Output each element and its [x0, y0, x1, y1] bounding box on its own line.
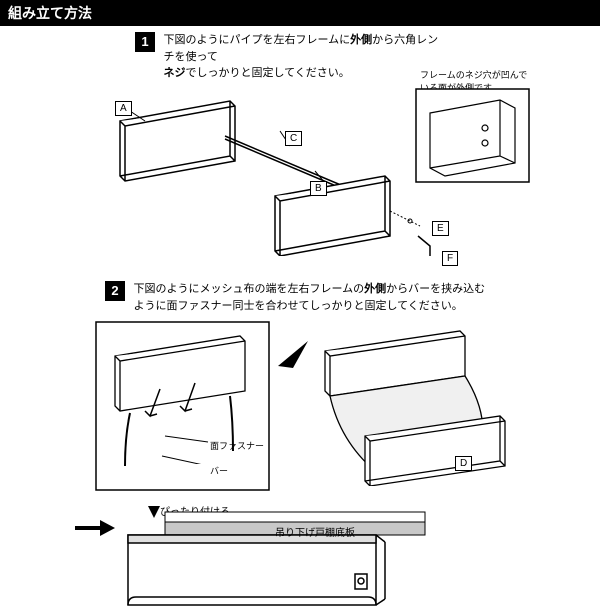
label-a: A	[115, 101, 132, 116]
step1-detail	[415, 88, 530, 183]
content-area: 1 下図のようにパイプを左右フレームに外側から六角レンチを使ってネジでしっかりと…	[0, 26, 600, 34]
step2-number: 2	[105, 281, 125, 301]
title-bar: 組み立て方法	[0, 0, 600, 26]
step2-text: 下図のようにメッシュ布の端を左右フレームの外側からバーを挟み込むように面ファスナ…	[133, 281, 493, 314]
bottom-diagram	[70, 504, 430, 614]
label-b: B	[310, 181, 327, 196]
leader-lines	[160, 434, 220, 464]
step2-main	[305, 321, 540, 486]
page-title: 組み立て方法	[8, 5, 92, 21]
step1-diagram	[100, 81, 440, 256]
label-c: C	[285, 131, 302, 146]
step1-number: 1	[135, 32, 155, 52]
label-d: D	[455, 456, 472, 471]
label-f: F	[442, 251, 458, 266]
step1-text: 下図のようにパイプを左右フレームに外側から六角レンチを使ってネジでしっかりと固定…	[163, 32, 443, 82]
label-e: E	[432, 221, 449, 236]
shelf-label: 吊り下げ戸棚底板	[275, 524, 355, 539]
bar-label: バー	[210, 464, 228, 477]
step2-detail	[95, 321, 270, 491]
